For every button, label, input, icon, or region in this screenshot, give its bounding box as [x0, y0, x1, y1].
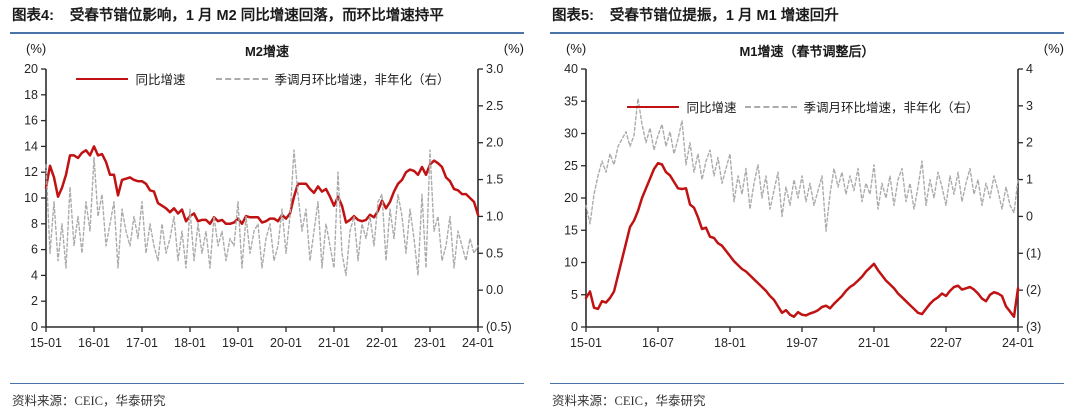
x-tick-label: 16-07 — [642, 336, 674, 350]
figure-title: 受春节错位影响，1 月 M2 同比增速回落，而环比增速持平 — [69, 8, 444, 24]
right-tick-label: (3) — [1026, 320, 1041, 334]
x-tick-label: 24-01 — [462, 336, 494, 350]
left-tick-label: 10 — [564, 256, 578, 270]
right-tick-label: 1 — [1026, 173, 1033, 187]
source-note-m1: 资料来源：CEIC，华泰研究 — [550, 383, 1064, 409]
figure-label: 图表5: — [552, 8, 594, 24]
x-tick-label: 21-01 — [318, 336, 350, 350]
chart-head-m2: (%) M2增速 (%) — [10, 41, 524, 63]
left-tick-label: 16 — [24, 114, 38, 128]
left-tick-label: 15 — [564, 224, 578, 238]
right-tick-label: 1.5 — [486, 173, 503, 187]
figure-panel-m2: 图表4: 受春节错位影响，1 月 M2 同比增速回落，而环比增速持平 (%) M… — [10, 6, 524, 409]
figure-header-m1: 图表5: 受春节错位提振，1 月 M1 增速回升 — [550, 6, 1064, 35]
right-tick-label: 4 — [1026, 63, 1033, 76]
x-tick-label: 22-01 — [366, 336, 398, 350]
right-tick-label: 0.5 — [486, 247, 503, 261]
x-tick-label: 22-07 — [930, 336, 962, 350]
chart-title: M1增速（春节调整后） — [739, 44, 875, 60]
left-tick-label: 20 — [564, 191, 578, 205]
x-tick-label: 20-01 — [270, 336, 302, 350]
left-tick-label: 2 — [31, 295, 38, 309]
m2-mom-line — [45, 149, 479, 277]
m2-yoy-line — [44, 145, 480, 226]
left-tick-label: 14 — [24, 140, 38, 154]
x-tick-label: 21-01 — [858, 336, 890, 350]
right-axis-unit: (%) — [1043, 41, 1064, 57]
right-tick-label: (2) — [1026, 284, 1041, 298]
chart-area-m2: 20 18 16 14 12 10 8 6 4 2 0 3.0 2.5 2.0 1.5 1.0 0.5 0.0 (0… — [10, 63, 524, 355]
m2-growth-chart: 201816141210864203.02.52.01.51.00.50.0(0… — [24, 63, 512, 350]
left-tick-label: 0 — [31, 320, 38, 334]
left-axis-unit: (%) — [26, 41, 47, 57]
left-tick-label: 12 — [24, 166, 38, 180]
x-tick-label: 18-01 — [714, 336, 746, 350]
x-tick-label: 17-01 — [126, 336, 158, 350]
right-tick-label: 3 — [1026, 99, 1033, 113]
right-tick-label: 0.0 — [486, 284, 503, 298]
figure-title: 受春节错位提振，1 月 M1 增速回升 — [609, 8, 839, 24]
x-tick-label: 19-01 — [222, 336, 254, 350]
source-text: 资料来源：CEIC，华泰研究 — [12, 394, 166, 408]
x-tick-label: 18-01 — [174, 336, 206, 350]
left-tick-label: 4 — [31, 269, 38, 283]
right-tick-label: (1) — [1026, 247, 1041, 261]
left-tick-label: 18 — [24, 88, 38, 102]
figure-panel-m1: 图表5: 受春节错位提振，1 月 M1 增速回升 (%) M1增速（春节调整后）… — [540, 0, 1080, 417]
right-tick-label: 1.0 — [486, 210, 503, 224]
left-tick-label: 40 — [564, 63, 578, 76]
left-tick-label: 5 — [571, 288, 578, 302]
left-tick-label: 25 — [564, 159, 578, 173]
x-tick-label: 24-01 — [1002, 336, 1034, 350]
x-tick-label: 19-07 — [786, 336, 818, 350]
x-tick-label: 23-01 — [414, 336, 446, 350]
right-tick-label: 3.0 — [486, 63, 503, 76]
left-tick-label: 0 — [571, 320, 578, 334]
figure-header-m2: 图表4: 受春节错位影响，1 月 M2 同比增速回落，而环比增速持平 — [10, 6, 524, 35]
chart-title: M2增速 — [244, 44, 290, 60]
left-tick-label: 30 — [564, 127, 578, 141]
right-tick-label: 2 — [1026, 136, 1033, 150]
figure-label: 图表4: — [12, 8, 54, 24]
x-tick-label: 16-01 — [78, 336, 110, 350]
left-tick-label: 10 — [24, 191, 38, 205]
right-tick-label: 2.5 — [486, 99, 503, 113]
chart-head-m1: (%) M1增速（春节调整后） (%) — [550, 41, 1064, 63]
right-tick-label: 2.0 — [486, 136, 503, 150]
x-tick-label: 15-01 — [30, 336, 62, 350]
m1-yoy-line — [584, 162, 1020, 319]
source-text: 资料来源：CEIC，华泰研究 — [552, 394, 706, 408]
left-tick-label: 6 — [31, 243, 38, 257]
left-tick-label: 8 — [31, 217, 38, 231]
right-tick-label: (0.5) — [486, 320, 512, 334]
x-tick-label: 15-01 — [570, 336, 602, 350]
right-tick-label: 0 — [1026, 210, 1033, 224]
left-tick-label: 35 — [564, 95, 578, 109]
left-axis-unit: (%) — [566, 41, 587, 57]
right-axis-unit: (%) — [503, 41, 524, 57]
chart-area-m1: 40 35 30 25 20 15 10 5 0 4 3 2 1 0 (1) (2) (3) 15-01 16-07… — [550, 63, 1064, 355]
m1-mom-line — [585, 98, 1019, 233]
source-note-m2: 资料来源：CEIC，华泰研究 — [10, 383, 524, 409]
left-tick-label: 20 — [24, 63, 38, 76]
